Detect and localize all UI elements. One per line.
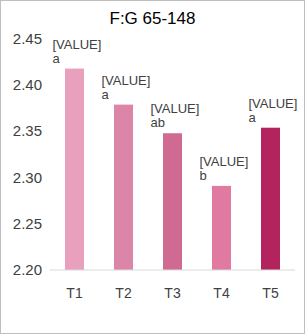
y-tick-label: 2.30 <box>13 169 42 186</box>
y-tick <box>47 39 50 40</box>
bar <box>163 133 182 270</box>
data-label: [VALUE] a <box>53 38 99 66</box>
data-label: [VALUE] b <box>200 155 246 183</box>
bar <box>65 69 84 270</box>
y-tick-label: 2.35 <box>13 122 42 139</box>
y-tick <box>47 131 50 132</box>
x-tick-label: T2 <box>115 285 132 301</box>
y-tick <box>47 270 50 271</box>
x-axis <box>50 270 295 271</box>
x-tick-label: T3 <box>164 285 181 301</box>
x-tick-label: T1 <box>66 285 83 301</box>
x-tick-label: T5 <box>262 285 279 301</box>
y-tick-label: 2.45 <box>13 30 42 47</box>
data-label: [VALUE] a <box>102 74 148 102</box>
bar <box>212 186 231 270</box>
y-tick <box>47 223 50 224</box>
y-tick-label: 2.25 <box>13 215 42 232</box>
frame <box>1 1 305 334</box>
x-tick-label: T4 <box>213 285 230 301</box>
bar <box>114 105 133 270</box>
title: F:G 65-148 <box>110 9 196 28</box>
y-tick-label: 2.40 <box>13 76 42 93</box>
y-tick-label: 2.20 <box>13 261 42 278</box>
chart: F:G 65-148 2.20 2.25 2.30 2.35 2.40 2.45 T1 T2 T3… <box>0 0 305 334</box>
data-label: [VALUE] a <box>249 97 295 125</box>
y-tick <box>47 177 50 178</box>
chart-svg: F:G 65-148 2.20 2.25 2.30 2.35 2.40 2.45 T1 T2 T3… <box>0 0 305 334</box>
bars <box>65 69 280 270</box>
bar <box>261 128 280 270</box>
y-tick <box>47 85 50 86</box>
data-label: [VALUE] ab <box>151 102 197 130</box>
